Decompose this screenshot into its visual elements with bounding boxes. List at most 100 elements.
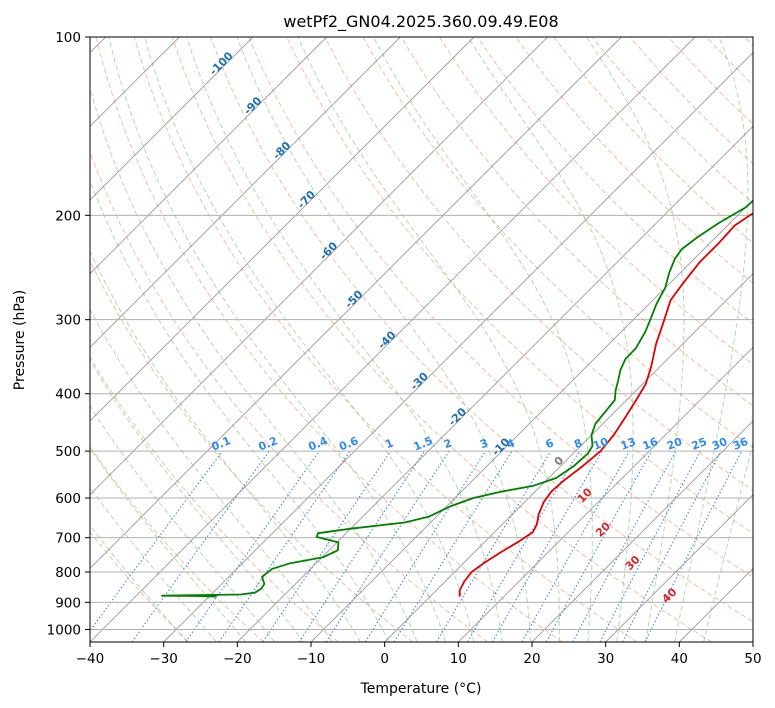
dry-adiabat-line bbox=[95, 37, 563, 642]
dry-adiabat-line bbox=[133, 37, 638, 642]
moist-adiabat-line bbox=[90, 179, 390, 642]
x-tick-label: 0 bbox=[380, 651, 389, 667]
isotherms bbox=[90, 37, 753, 642]
mixing-ratio-label: 30 bbox=[710, 435, 729, 453]
isotherm-line bbox=[384, 273, 753, 642]
mixing-ratio-line bbox=[393, 450, 513, 642]
dry-adiabat-line bbox=[90, 445, 264, 642]
isotherm-label: -80 bbox=[270, 139, 293, 162]
mixing-ratio-label: 8 bbox=[572, 436, 584, 451]
x-tick-label: −10 bbox=[297, 651, 326, 667]
dry-adiabats bbox=[90, 37, 753, 642]
dewpoint-profile-line bbox=[161, 199, 753, 598]
mixing-ratio-label: 3 bbox=[478, 436, 490, 451]
isotherm-line bbox=[90, 37, 622, 569]
mixing-ratio-label: 36 bbox=[731, 435, 750, 453]
moist-adiabat-label: 0 bbox=[552, 454, 567, 469]
mixing-ratio-line bbox=[521, 450, 630, 642]
mixing-ratio-label: 2 bbox=[442, 436, 454, 451]
dry-adiabat-line bbox=[90, 150, 488, 642]
mixing-ratio-label: 13 bbox=[619, 435, 638, 453]
pressure-gridlines bbox=[90, 37, 753, 630]
mixing-ratio-line bbox=[621, 450, 722, 642]
chart-title: wetPf2_GN04.2025.360.09.49.E08 bbox=[283, 12, 558, 32]
dry-adiabat-line bbox=[400, 37, 753, 407]
isotherm-line bbox=[752, 641, 753, 642]
x-axis-title: Temperature (°C) bbox=[360, 681, 482, 697]
isotherm-line bbox=[237, 125, 753, 642]
isotherm-line bbox=[90, 37, 475, 422]
moist-adiabat-line bbox=[674, 37, 749, 642]
moist-adiabat-line bbox=[186, 37, 503, 642]
moist-adiabat-line bbox=[297, 37, 560, 642]
x-tick-label: 40 bbox=[671, 651, 688, 667]
dry-adiabat-line bbox=[90, 259, 414, 642]
dry-adiabat-line bbox=[706, 37, 753, 86]
dry-adiabat-line bbox=[171, 37, 712, 642]
mixing-ratio-line bbox=[298, 450, 425, 642]
moist-adiabat-line bbox=[90, 308, 333, 642]
mixing-ratio-line bbox=[644, 450, 743, 642]
mixing-ratio-line bbox=[572, 450, 677, 642]
dry-adiabat-line bbox=[744, 37, 753, 47]
isotherm-label: -40 bbox=[375, 328, 398, 351]
mixing-ratio-label: 16 bbox=[641, 435, 660, 453]
isotherm-line bbox=[458, 346, 753, 642]
moist-adiabat-label: 30 bbox=[623, 553, 643, 573]
dry-adiabat-line bbox=[515, 37, 753, 284]
mixing-ratio-line bbox=[262, 450, 392, 642]
dry-adiabat-line bbox=[438, 37, 753, 365]
isotherm-line bbox=[90, 37, 327, 275]
mixing-ratio-line bbox=[599, 450, 701, 642]
moist-adiabat-line bbox=[703, 441, 753, 642]
mixing-ratio-label: 6 bbox=[544, 436, 556, 451]
x-tick-label: −40 bbox=[76, 651, 105, 667]
y-tick-label: 600 bbox=[55, 491, 81, 507]
y-tick-label: 400 bbox=[55, 387, 81, 403]
isotherm-label: -60 bbox=[317, 239, 340, 262]
y-axis-title: Pressure (hPa) bbox=[12, 290, 28, 390]
isotherm-line bbox=[90, 37, 696, 642]
plot-frame bbox=[89, 36, 754, 643]
dry-adiabat-line bbox=[668, 37, 753, 125]
mixing-ratio-label: 1 bbox=[383, 436, 395, 451]
mixing-ratio-line bbox=[185, 450, 320, 642]
mixing-ratio-label: 25 bbox=[690, 435, 709, 453]
mixing-ratio-label: 10 bbox=[591, 435, 610, 453]
isotherm-line bbox=[163, 52, 753, 642]
moist-adiabat-label: 20 bbox=[593, 519, 613, 539]
y-tick-label: 300 bbox=[55, 313, 81, 329]
dry-adiabat-line bbox=[553, 37, 753, 244]
dry-adiabat-line bbox=[286, 37, 753, 534]
moist-adiabat-line bbox=[90, 486, 217, 642]
moist-adiabat-line bbox=[586, 37, 685, 642]
dry-adiabat-line bbox=[210, 37, 753, 623]
moist-adiabat-line bbox=[90, 524, 188, 642]
moist-adiabat-line bbox=[236, 37, 532, 642]
isotherm-line bbox=[90, 37, 548, 496]
x-tick-label: −30 bbox=[149, 651, 178, 667]
moist-adiabat-line bbox=[372, 37, 593, 642]
moist-adiabat-line bbox=[90, 447, 247, 642]
mixing-ratio-line bbox=[218, 450, 351, 642]
x-tick-label: 50 bbox=[744, 651, 761, 667]
y-tick-label: 1000 bbox=[47, 622, 81, 638]
isotherm-label: -90 bbox=[241, 94, 264, 117]
isotherm-line bbox=[90, 37, 254, 201]
mixing-ratio-line bbox=[364, 450, 486, 642]
dry-adiabat-line bbox=[90, 531, 190, 642]
mixing-ratio-line bbox=[545, 450, 653, 642]
dry-adiabat-line bbox=[477, 37, 753, 325]
isotherm-line bbox=[90, 37, 401, 348]
mixing-ratio-line bbox=[435, 450, 552, 642]
moist-adiabat-line bbox=[467, 37, 634, 642]
moist-adiabat-line bbox=[90, 404, 276, 642]
y-tick-label: 200 bbox=[55, 208, 81, 224]
mixing-ratio-label: 20 bbox=[665, 435, 684, 453]
x-tick-label: −20 bbox=[223, 651, 252, 667]
dry-adiabat-line bbox=[324, 37, 753, 491]
y-tick-label: 900 bbox=[55, 595, 81, 611]
isotherm-label: -70 bbox=[295, 188, 318, 211]
mixing-ratio-line bbox=[467, 450, 580, 642]
